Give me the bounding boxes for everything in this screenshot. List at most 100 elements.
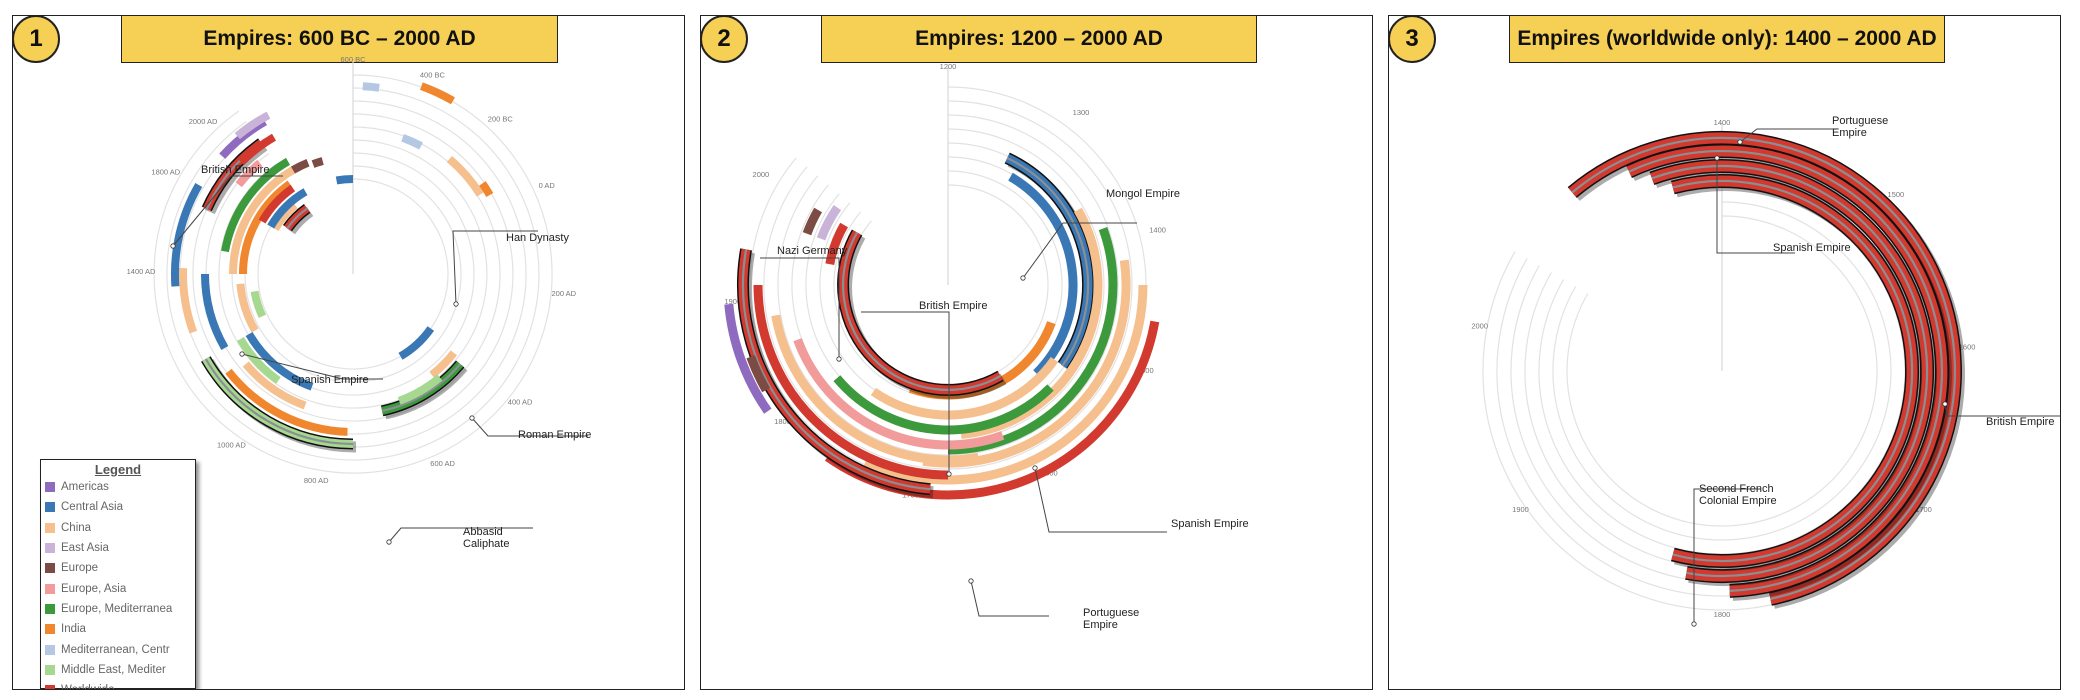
tick-label: 200 BC	[488, 115, 514, 124]
tick-label: 1700	[1915, 505, 1932, 514]
legend-swatch	[45, 644, 55, 655]
empire-callout: Spanish Empire	[1032, 465, 1249, 533]
legend-label: Central Asia	[61, 501, 124, 514]
callout-leader	[1022, 222, 1137, 279]
callout-label: Portuguese	[1832, 115, 1888, 127]
panel-number-badge: 1	[13, 16, 60, 63]
empire-band	[290, 158, 310, 174]
legend-label: Worldwide	[61, 684, 114, 689]
empire-band	[229, 211, 253, 275]
legend-label: Europe	[61, 562, 99, 575]
legend-item: Americas	[41, 477, 195, 497]
empire-callout: British Empire	[1942, 401, 2060, 428]
empire-callout: Han Dynasty	[452, 230, 569, 307]
grid-ring	[166, 87, 540, 461]
callout-leader	[1716, 158, 1795, 254]
callout-label: Abbasid	[463, 526, 503, 538]
callout-leader	[1034, 467, 1167, 533]
empire-band	[446, 156, 484, 197]
callout-label: Empire	[1083, 619, 1118, 631]
callout-dot	[386, 539, 392, 545]
empire-band	[234, 111, 271, 140]
legend-item: Central Asia	[41, 497, 195, 517]
legend-label: Middle East, Mediter	[61, 663, 166, 676]
empire-callout: Spanish Empire	[1714, 155, 1851, 254]
tick-label: 1900	[724, 297, 741, 306]
empire-band	[793, 338, 1005, 450]
grid-ring	[179, 100, 527, 448]
legend-swatch	[45, 502, 55, 513]
legend-item: Europe, Asia	[41, 578, 195, 598]
callout-leader	[471, 417, 588, 437]
grid-ring	[218, 139, 488, 409]
legend-item: Worldwide	[41, 680, 195, 689]
tick-label: 2000	[1471, 321, 1488, 330]
empire-band	[236, 336, 281, 384]
empire-band	[245, 331, 314, 391]
callout-leader	[241, 353, 383, 380]
empire-band	[802, 207, 823, 236]
empire-band	[753, 284, 949, 480]
empire-band	[235, 159, 263, 188]
band-shadow	[1570, 133, 1965, 609]
empire-band	[947, 227, 1118, 455]
band-center-line	[1672, 179, 1914, 563]
callout-label: Mongol Empire	[1106, 188, 1180, 200]
empire-band	[825, 222, 849, 266]
panel-1: 1 Empires: 600 BC – 2000 AD 600 BC 400 BC…	[12, 15, 685, 690]
tick-label: 600 BC	[340, 55, 366, 64]
callout-dot	[946, 471, 952, 477]
callout-label: Nazi Germany	[777, 245, 848, 257]
band-shadow	[840, 232, 1007, 399]
panel-title: Empires: 600 BC – 2000 AD	[121, 16, 558, 63]
empire-callout: Nazi Germany	[760, 245, 848, 362]
radial-timeline-chart: 1400 1500 1600 1700 1800 1900 2000 PortugueseEm…	[1471, 115, 2060, 627]
tick-label: 1800	[774, 417, 791, 426]
callout-label: Han Dynasty	[506, 232, 569, 244]
tick-label: 400 AD	[508, 398, 533, 407]
callout-dot	[1714, 155, 1720, 161]
band-center-line	[1651, 164, 1929, 578]
empire-callout: British Empire	[861, 300, 987, 477]
callout-label: Spanish Empire	[291, 374, 369, 386]
panel-title: Empires: 1200 – 2000 AD	[821, 16, 1257, 63]
callout-leader	[861, 311, 950, 474]
band-center-line	[1571, 136, 1957, 600]
band-center-line	[1006, 157, 1090, 366]
empire-band	[816, 205, 842, 241]
tick-label: 1900	[1512, 505, 1529, 514]
empire-band	[960, 207, 1103, 439]
callout-leader	[760, 257, 840, 359]
empire-band	[219, 118, 268, 159]
legend-title: Legend	[94, 462, 142, 477]
panel-number-badge: 2	[701, 16, 748, 63]
legend-swatch	[45, 482, 55, 493]
callout-dot	[453, 301, 459, 307]
legend: Legend Americas Central Asia China East Asi…	[40, 459, 196, 689]
callout-leader	[388, 527, 533, 543]
callout-label: Caliphate	[463, 538, 509, 550]
empire-band	[362, 82, 380, 92]
legend-label: India	[61, 623, 86, 636]
tick-label: 2000	[753, 170, 770, 179]
legend-item: Europe	[41, 558, 195, 578]
callout-label: Second French	[1699, 483, 1774, 495]
tick-label: 1800	[1714, 610, 1731, 619]
legend-swatch	[45, 583, 55, 594]
callout-dot	[836, 356, 842, 362]
tick-label: 0 AD	[539, 181, 556, 190]
empire-band	[833, 375, 1054, 435]
callout-dot	[1020, 275, 1026, 281]
empire-band	[397, 374, 443, 405]
band-center-line	[381, 363, 462, 412]
legend-item: Middle East, Mediter	[41, 660, 195, 680]
empire-band	[221, 157, 291, 253]
grid-ring	[192, 113, 514, 435]
callout-leader	[1739, 128, 1837, 143]
tick-label: 800 AD	[304, 476, 329, 485]
tick-label: 1400	[1714, 118, 1731, 127]
empire-band	[870, 357, 1059, 420]
empire-band	[863, 284, 1148, 485]
